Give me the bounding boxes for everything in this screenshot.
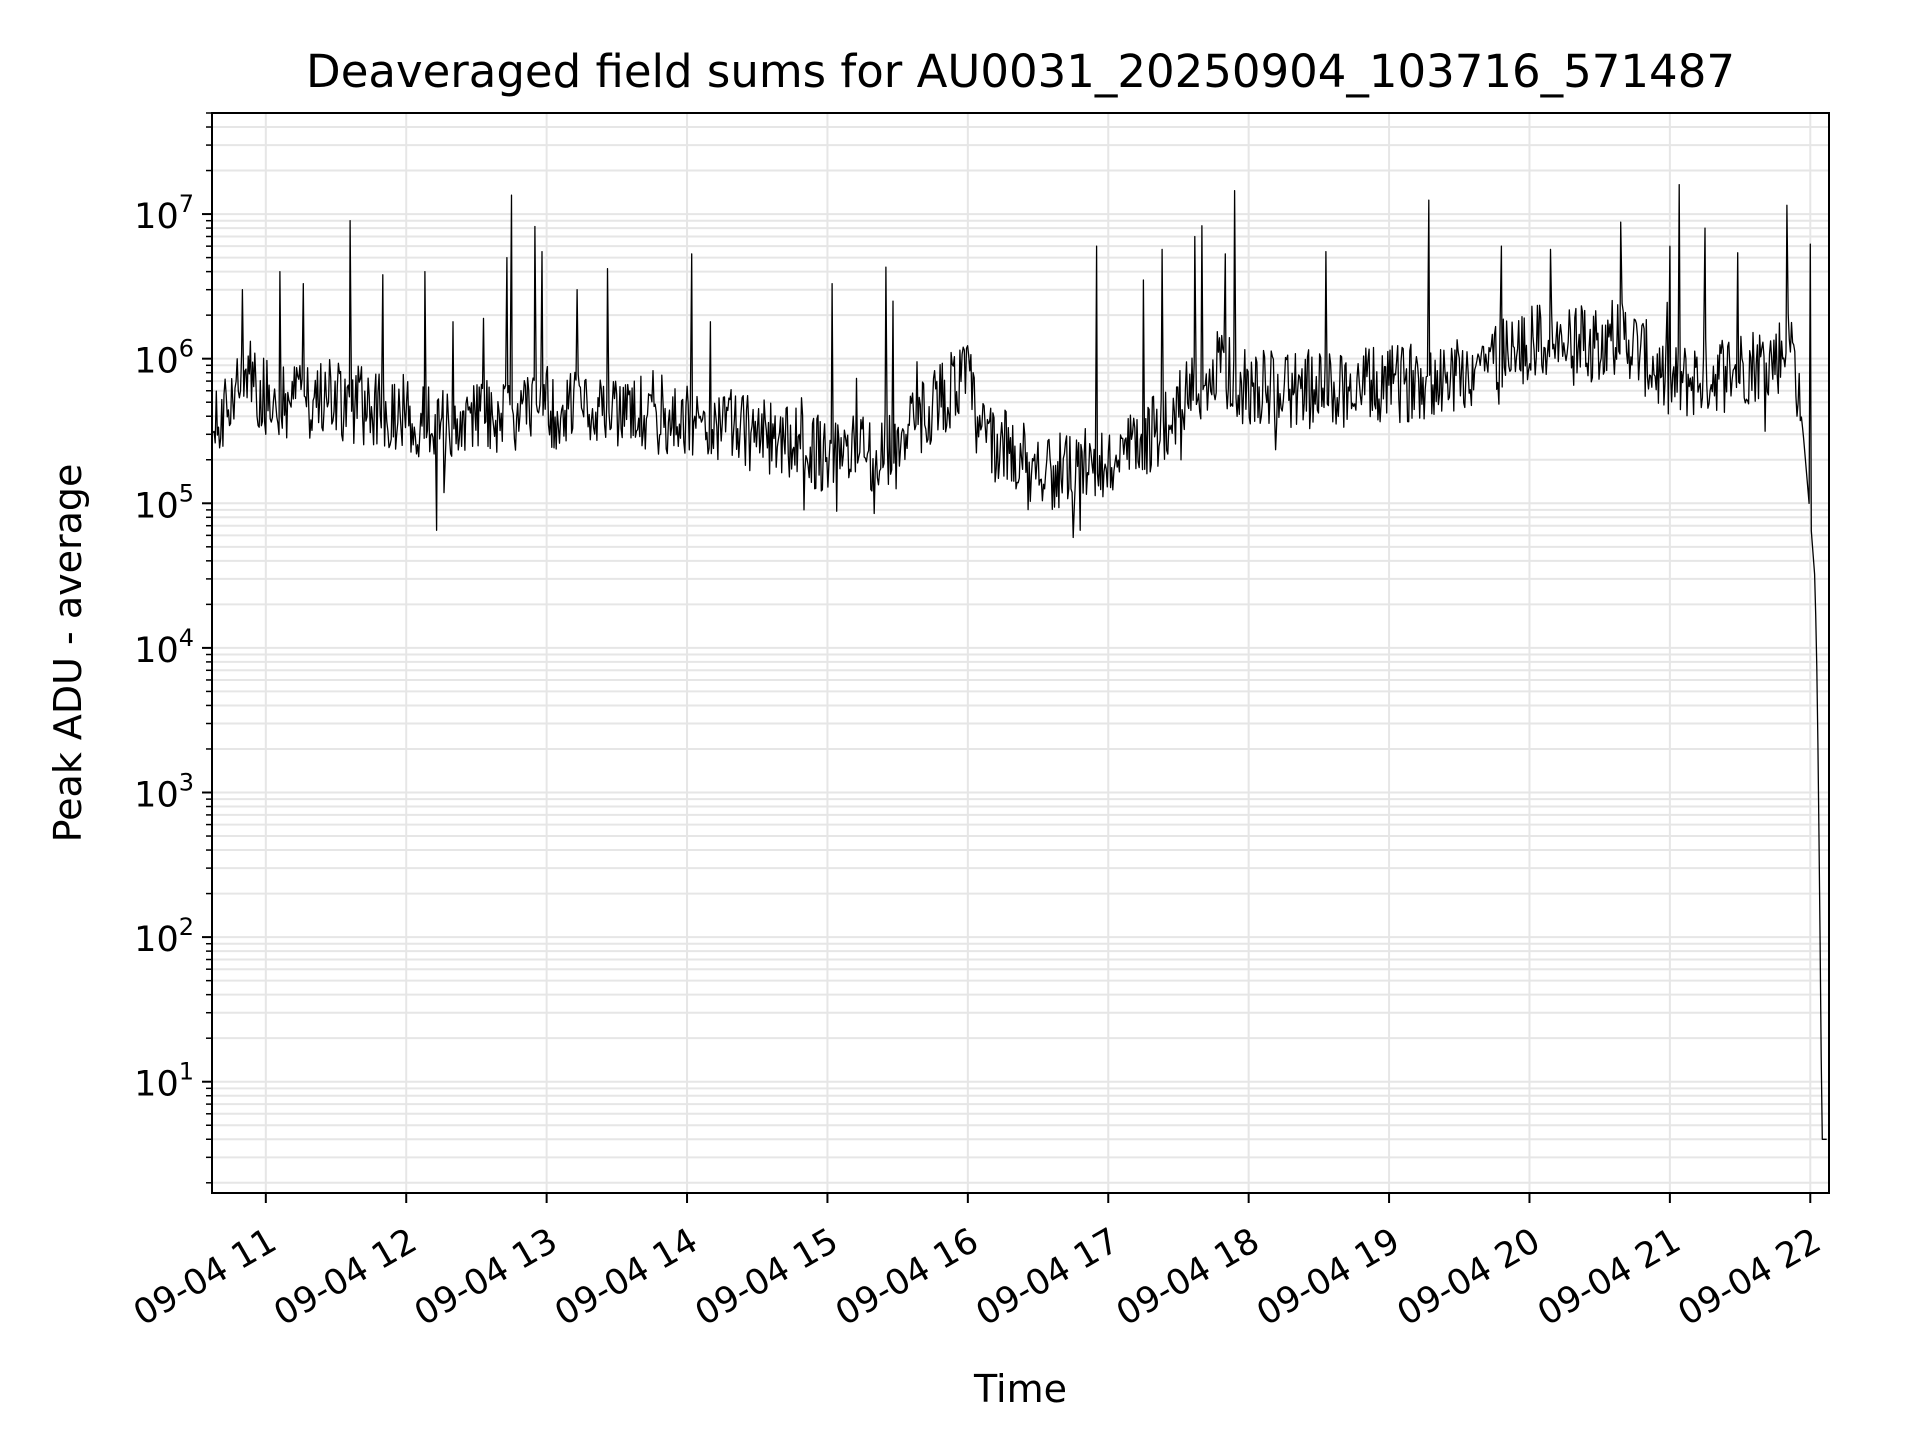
series-line xyxy=(212,183,1827,1140)
x-axis-label: Time xyxy=(973,1367,1067,1411)
chart-title: Deaveraged field sums for AU0031_2025090… xyxy=(306,45,1735,98)
y-tick-label: 103 xyxy=(134,769,194,816)
axes-frame xyxy=(211,112,1830,1194)
grid xyxy=(212,112,1829,1193)
y-tick-label: 104 xyxy=(134,624,194,671)
y-axis-label: Peak ADU - average xyxy=(46,464,90,843)
y-tick-label: 105 xyxy=(134,479,194,526)
plot-area xyxy=(212,183,1827,1140)
y-tick-label: 107 xyxy=(134,190,194,237)
y-tick-label: 101 xyxy=(134,1058,194,1105)
y-tick-label: 106 xyxy=(134,335,194,382)
y-tick-label: 102 xyxy=(134,913,194,960)
